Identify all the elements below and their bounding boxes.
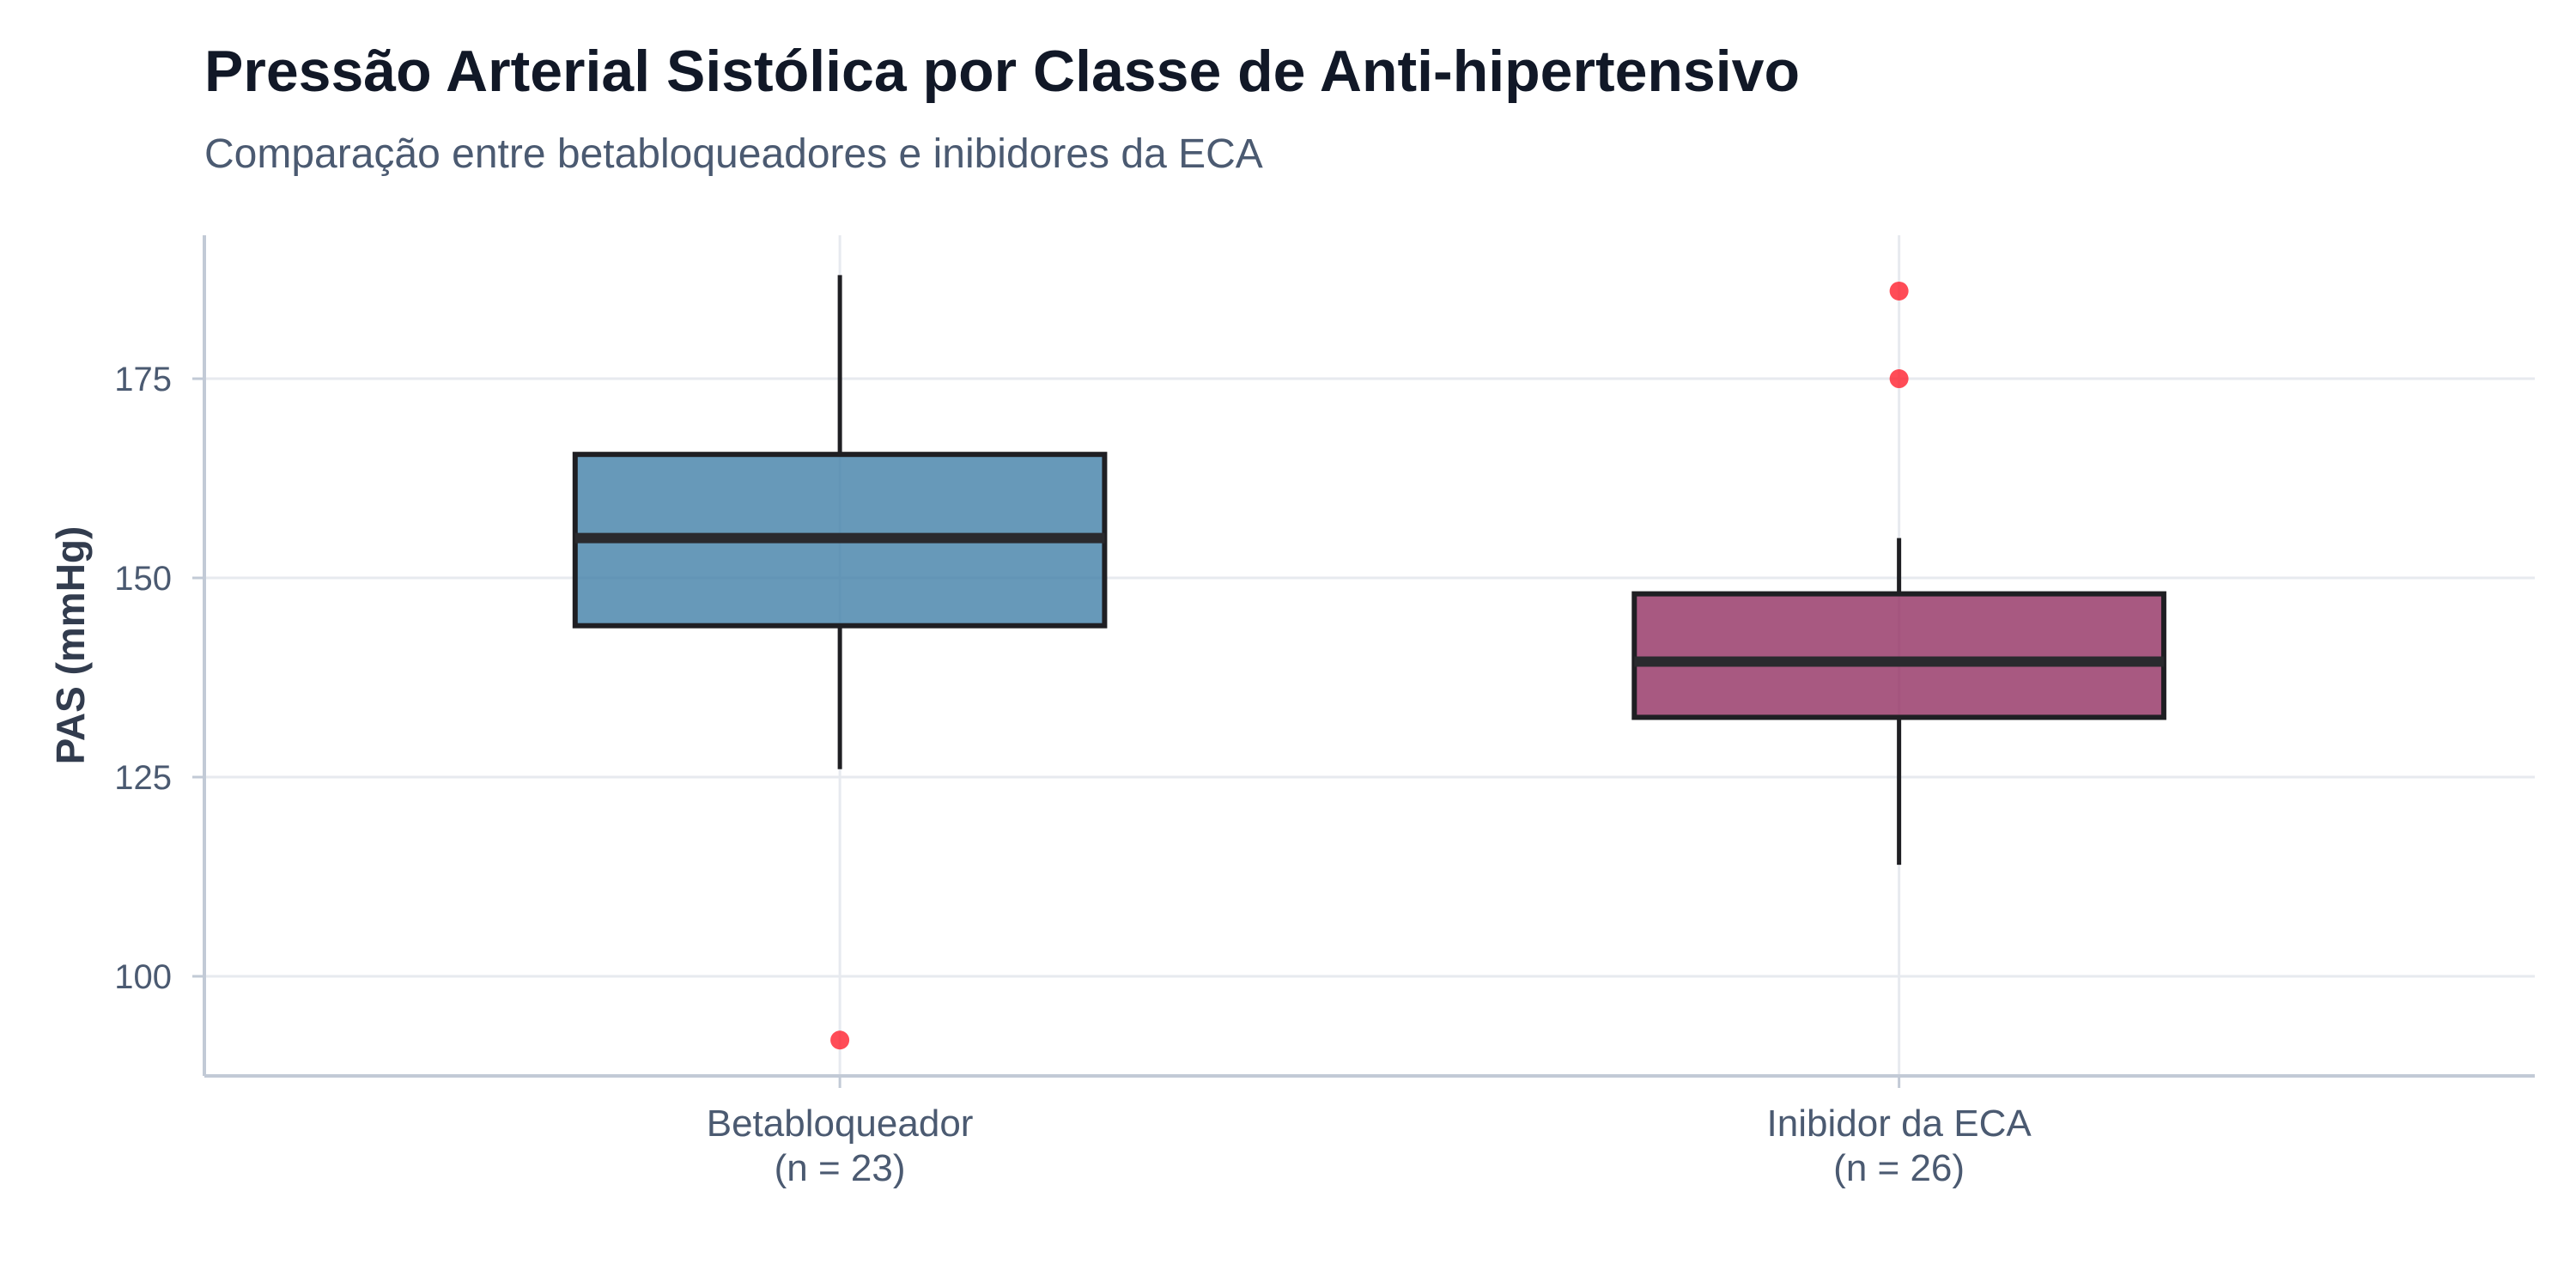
labels-layer: 100 125 150 175 Betabloqueador(n = 23) Inibid… [48, 361, 2032, 1189]
outlier-point [830, 1030, 850, 1050]
x-tick-label: Betabloqueador [707, 1103, 974, 1145]
x-tick-sample-size: (n = 23) [775, 1147, 906, 1189]
y-axis-label: PAS (mmHg) [48, 526, 93, 765]
x-tick-sample-size: (n = 26) [1833, 1147, 1965, 1189]
plot-layer [572, 275, 2166, 1050]
chart-title: Pressão Arterial Sistólica por Classe de… [204, 39, 1801, 104]
x-tick-label: Inibidor da ECA [1767, 1103, 2032, 1145]
grid-layer [204, 235, 2535, 1076]
outlier-point [1889, 281, 1909, 301]
y-tick-label: 100 [114, 958, 172, 996]
box-group-1 [572, 275, 1108, 1050]
y-tick-label: 150 [114, 560, 172, 598]
y-tick-label: 125 [114, 759, 172, 797]
chart-subtitle: Comparação entre betabloqueadores e inib… [204, 131, 1263, 177]
outlier-point [1889, 369, 1909, 389]
y-tick-label: 175 [114, 361, 172, 398]
iqr-box [1631, 591, 2166, 720]
axes-layer [192, 235, 2535, 1088]
box-group-2 [1631, 281, 2166, 866]
